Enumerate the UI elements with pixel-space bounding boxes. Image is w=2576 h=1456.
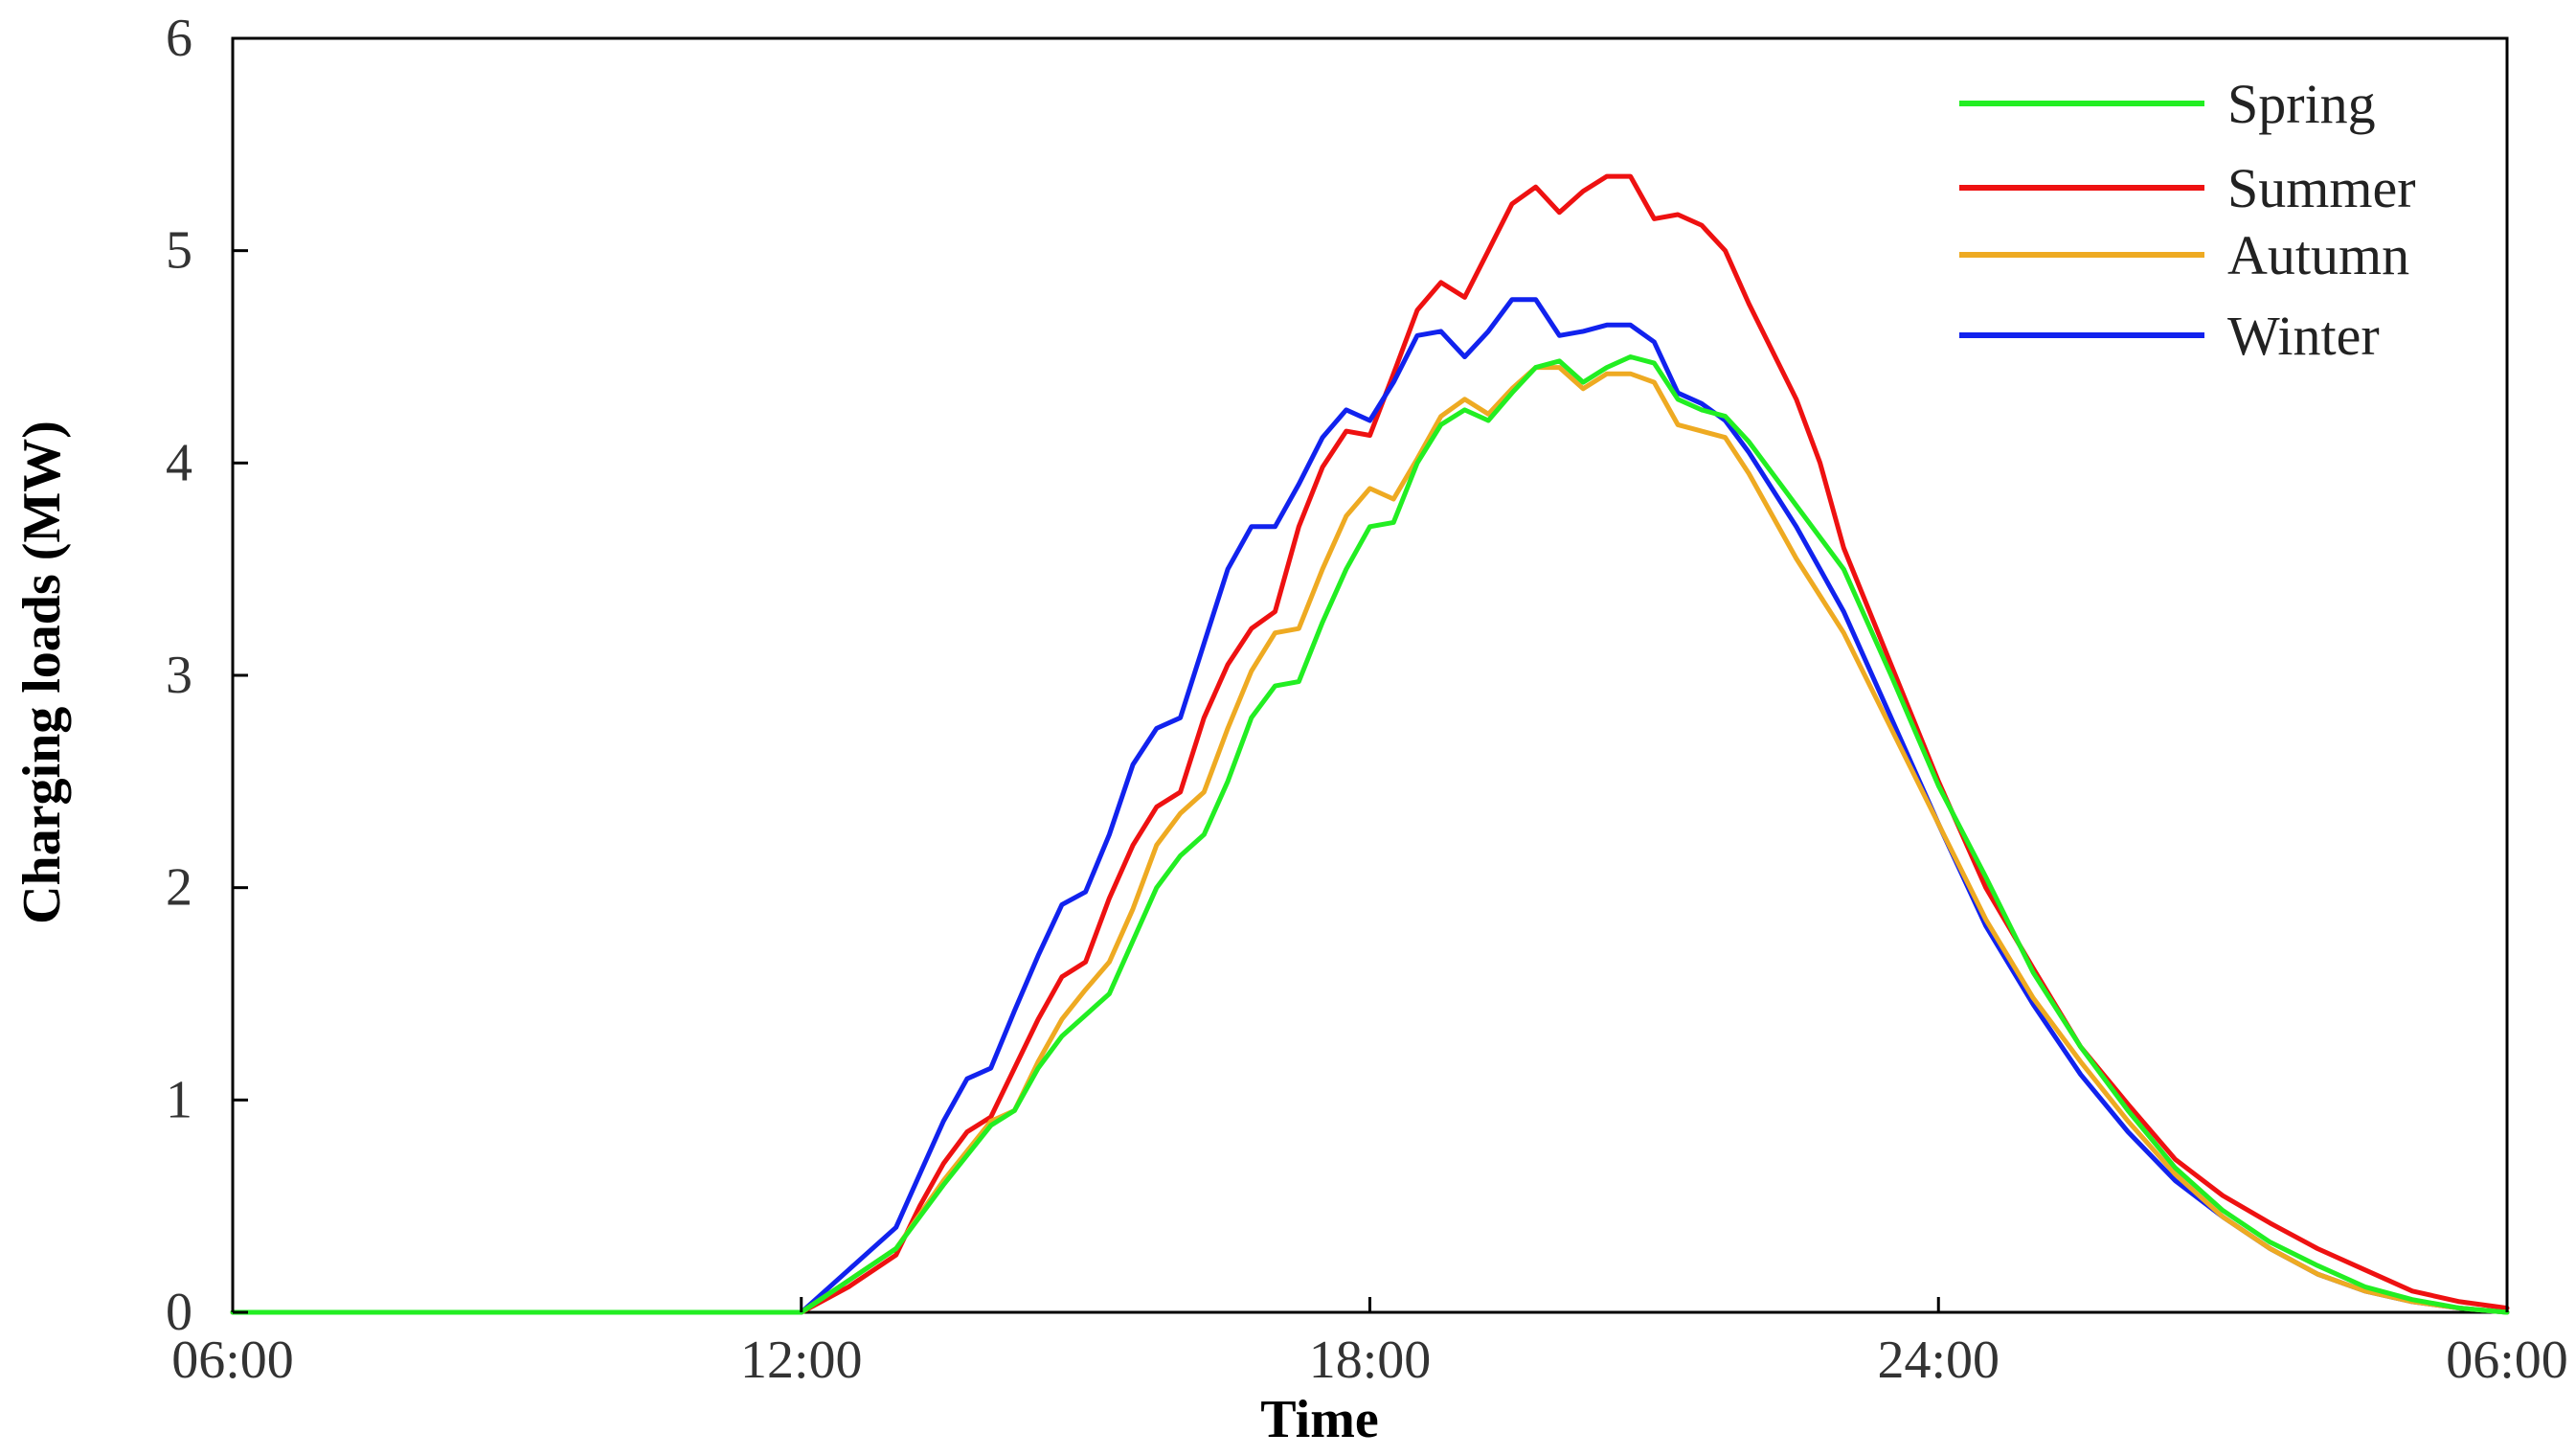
series-line-winter <box>230 297 2510 1315</box>
x-tick-label: 18:00 <box>1309 1331 1432 1390</box>
x-tick-label: 12:00 <box>740 1331 863 1390</box>
x-tick-label: 06:00 <box>2446 1331 2568 1390</box>
y-tick-label: 4 <box>166 433 192 492</box>
y-tick-label: 2 <box>166 858 192 918</box>
y-tick-label: 6 <box>166 9 192 68</box>
legend-label-winter: Winter <box>2227 305 2380 367</box>
legend-label-spring: Spring <box>2227 73 2376 135</box>
series-line-spring <box>230 354 2510 1315</box>
legend-label-summer: Summer <box>2227 157 2416 219</box>
x-tick-label: 06:00 <box>171 1331 294 1390</box>
legend-label-autumn: Autumn <box>2227 224 2409 286</box>
y-tick-label: 0 <box>166 1283 192 1342</box>
y-axis-title: Charging loads (MW) <box>12 421 72 924</box>
x-tick-label: 24:00 <box>1877 1331 2000 1390</box>
x-axis-title: Time <box>1260 1390 1378 1449</box>
y-tick-label: 3 <box>166 646 192 705</box>
series-line-summer <box>230 173 2510 1315</box>
series-line-autumn <box>230 365 2510 1315</box>
y-tick-label: 5 <box>166 221 192 281</box>
plot-frame <box>231 36 2509 1314</box>
y-tick-label: 1 <box>166 1070 192 1129</box>
